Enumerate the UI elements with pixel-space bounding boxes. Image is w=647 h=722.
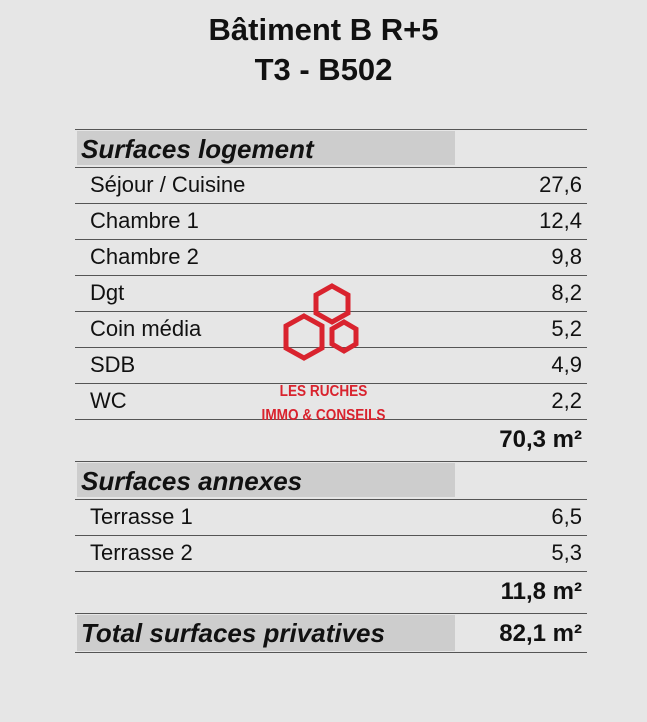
row-value: 6,5	[551, 504, 582, 529]
rule	[75, 275, 587, 276]
row-label: Terrasse 1	[90, 504, 193, 529]
row-label: Séjour / Cuisine	[90, 172, 246, 197]
row-label: WC	[90, 388, 127, 413]
section-title: Surfaces logement	[77, 131, 455, 165]
subtitle: T3 - B502	[254, 52, 393, 87]
rule	[75, 499, 587, 500]
row-value: 4,9	[551, 352, 582, 377]
row-label: Terrasse 2	[90, 540, 193, 565]
rule	[75, 167, 587, 168]
subtotal: 70,3 m²	[499, 426, 582, 453]
logo-line: IMMO & CONSEILS	[261, 407, 386, 424]
rule	[75, 347, 587, 348]
row-label: Chambre 1	[90, 208, 199, 233]
rule	[75, 239, 587, 240]
row-value: 9,8	[551, 244, 582, 269]
rule	[75, 383, 587, 384]
rule	[75, 129, 587, 130]
row-value: 5,3	[551, 540, 582, 565]
row-label: Dgt	[90, 280, 125, 305]
rule	[75, 419, 587, 420]
logo-icon	[283, 283, 359, 361]
row-value: 2,2	[551, 388, 582, 413]
grand-total-label: Total surfaces privatives	[77, 615, 455, 651]
grand-total-value: 82,1 m²	[499, 620, 582, 647]
row-value: 5,2	[551, 316, 582, 341]
subtotal: 11,8 m²	[500, 578, 582, 605]
rule	[75, 613, 587, 614]
rule	[75, 461, 587, 462]
rule	[75, 535, 587, 536]
row-value: 12,4	[539, 208, 582, 233]
row-value: 27,6	[539, 172, 582, 197]
row-label: SDB	[90, 352, 136, 377]
rule	[75, 652, 587, 653]
rule	[75, 311, 587, 312]
title: Bâtiment B R+5	[208, 12, 439, 47]
row-value: 8,2	[551, 280, 582, 305]
row-label: Coin média	[90, 316, 202, 341]
logo-line: LES RUCHES	[279, 383, 368, 400]
rule	[75, 203, 587, 204]
section-title: Surfaces annexes	[77, 463, 455, 497]
rule	[75, 571, 587, 572]
row-label: Chambre 2	[90, 244, 199, 269]
